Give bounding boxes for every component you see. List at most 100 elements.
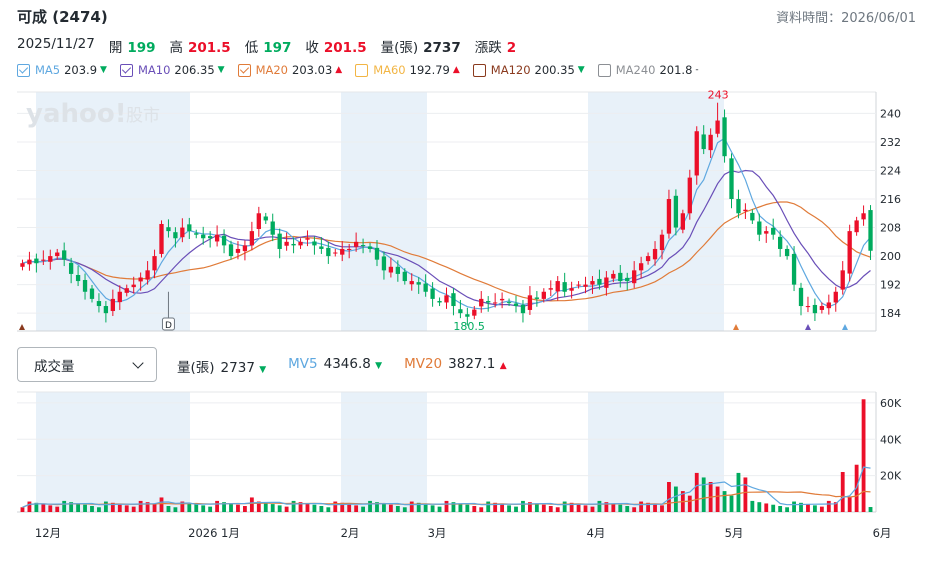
ohlc-row: 2025/11/27 開 199 高 201.5 低 197 收 201.5 量(張) 2… xyxy=(17,36,530,56)
checkbox-icon[interactable] xyxy=(472,63,486,77)
candle-body xyxy=(784,248,790,257)
candle-body xyxy=(298,241,303,246)
candle-body xyxy=(242,245,248,252)
trend-arrow-icon: ▼ xyxy=(577,65,585,75)
candle-body xyxy=(666,199,672,234)
volume-bar xyxy=(34,502,39,512)
legend-label: MV20 xyxy=(404,356,443,372)
ma-toggle-ma60[interactable]: MA60 192.79 ▲ xyxy=(355,63,460,77)
volume-bar xyxy=(347,504,352,512)
volume-bar xyxy=(618,504,623,512)
candle-body xyxy=(583,284,588,287)
candle-body xyxy=(117,291,122,303)
volume-bar xyxy=(76,503,80,512)
volume-bar xyxy=(861,399,866,512)
checkbox-icon[interactable] xyxy=(17,63,30,77)
ma-name: MA120 xyxy=(490,63,531,77)
checkbox-icon[interactable] xyxy=(119,63,133,77)
volume-bar xyxy=(590,506,595,512)
legend-value: 4346.8 xyxy=(323,356,371,372)
ma-toggle-ma20[interactable]: MA20 203.03 ▲ xyxy=(237,63,343,77)
ma-value: 201.8 xyxy=(659,63,693,77)
volume-bar xyxy=(166,506,171,512)
mv5-line xyxy=(22,466,871,508)
candle-body xyxy=(437,301,442,303)
candle-body xyxy=(771,227,776,235)
candle-body xyxy=(166,227,171,232)
x-tick-label: 12月 xyxy=(35,526,61,540)
legend-label: MV5 xyxy=(288,356,318,372)
ohlc-close: 收 201.5 xyxy=(305,40,367,56)
candle-body xyxy=(395,266,400,274)
candle-body xyxy=(465,314,470,317)
volume-bar xyxy=(48,505,53,512)
candle-body xyxy=(715,120,720,134)
candle-body xyxy=(645,256,651,262)
volume-bar xyxy=(507,505,511,512)
marker-letter: D xyxy=(165,321,172,331)
candle-body xyxy=(611,273,616,279)
candle-body xyxy=(548,288,553,290)
volume-bar xyxy=(465,504,470,512)
event-triangle xyxy=(842,324,848,330)
candle-body xyxy=(423,283,428,292)
checkbox-icon[interactable] xyxy=(355,63,369,77)
candle-body xyxy=(409,281,414,285)
event-triangle xyxy=(19,324,25,330)
indicator-dropdown[interactable]: 成交量 xyxy=(17,347,157,382)
x-tick-label: 6月 xyxy=(873,526,892,540)
candle-body xyxy=(103,306,109,314)
marker-box xyxy=(161,317,175,331)
candle-body xyxy=(673,195,679,228)
volume-bar xyxy=(548,506,553,512)
candle-body xyxy=(632,270,637,284)
candle-body xyxy=(499,298,505,301)
candle-body xyxy=(173,232,178,239)
price-tick-label: 232 xyxy=(880,136,901,149)
volume-bar xyxy=(486,501,491,512)
candle-body xyxy=(625,277,630,282)
volume-bar xyxy=(187,502,192,512)
candle-body xyxy=(694,131,699,176)
volume-bar xyxy=(388,504,393,512)
volume-bar xyxy=(270,504,275,512)
volume-bar xyxy=(395,506,400,512)
checkbox-icon[interactable] xyxy=(237,63,251,77)
volume-bar xyxy=(180,501,185,512)
volume-bar xyxy=(451,502,456,512)
candle-body xyxy=(458,309,463,314)
price-tick-label: 208 xyxy=(880,222,901,235)
candle-body xyxy=(833,291,838,303)
candle-body xyxy=(347,248,352,250)
ma-toggle-ma10[interactable]: MA10 206.35 ▼ xyxy=(119,63,225,77)
volume-bar xyxy=(20,507,25,512)
x-tick-label: 4月 xyxy=(587,526,606,540)
ma-toggle-ma5[interactable]: MA5 203.9 ▼ xyxy=(17,63,107,77)
volume-bar xyxy=(62,500,67,512)
candle-body xyxy=(20,263,25,267)
candle-body xyxy=(569,288,574,291)
watermark-sub: 股市 xyxy=(126,106,160,126)
volume-bar xyxy=(597,500,602,512)
checkbox-icon[interactable] xyxy=(597,63,611,77)
ma10-line xyxy=(22,169,871,308)
candle-body xyxy=(124,288,129,293)
price-tick-label: 184 xyxy=(880,307,901,320)
ma-value: 206.35 xyxy=(174,63,215,77)
volume-bar xyxy=(813,505,817,512)
volume-bar xyxy=(799,502,803,512)
ma-toggle-ma120[interactable]: MA120 200.35 ▼ xyxy=(472,63,585,77)
volume-bar xyxy=(701,477,706,512)
candle-body xyxy=(367,246,373,249)
trend-arrow-icon: ▲ xyxy=(335,65,343,75)
volume-bar xyxy=(771,504,776,512)
ohlc-change: 漲跌 2 xyxy=(474,40,517,56)
candle-body xyxy=(854,220,859,233)
candle-body xyxy=(360,245,366,247)
volume-bar xyxy=(555,507,560,512)
ma-toggle-ma240[interactable]: MA240 201.8- xyxy=(597,63,699,77)
candle-body xyxy=(791,253,797,285)
candle-body xyxy=(764,231,769,234)
candle-body xyxy=(256,213,261,229)
